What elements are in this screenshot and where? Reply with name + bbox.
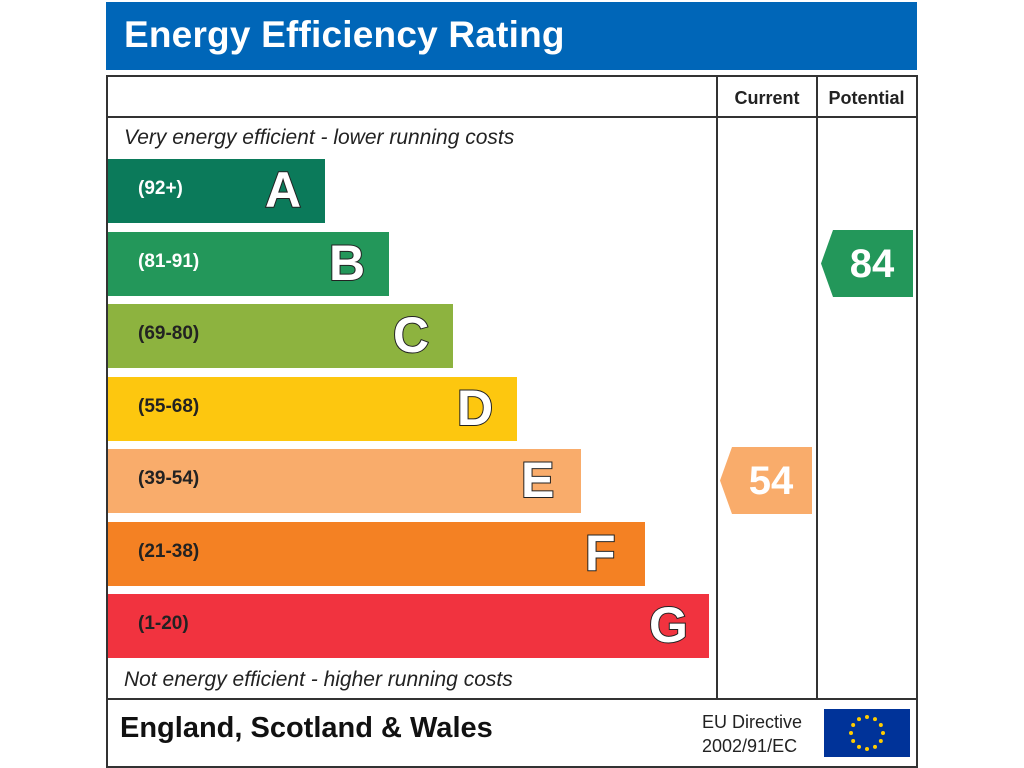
band-range: (92+) [138,178,183,199]
band-letter: G [648,596,689,654]
eu-directive-line2: 2002/91/EC [702,736,798,756]
band-g: (1-20) G [108,594,709,658]
current-rating-arrow: 54 [720,447,812,514]
chart-title: Energy Efficiency Rating [124,14,565,55]
band-range: (55-68) [138,395,200,417]
potential-rating-value: 84 [849,241,895,286]
band-d: (55-68) D [108,376,517,441]
eu-star-icon [878,739,883,743]
eu-star-icon [857,744,861,749]
current-rating-value: 54 [748,459,794,503]
eu-flag-icon [824,709,910,757]
potential-rating-arrow: 84 [821,229,913,297]
eu-stars [849,715,885,751]
eu-star-icon [851,723,856,727]
column-divider-potential [816,75,818,700]
eu-star-icon [873,744,877,749]
header-divider [106,116,916,118]
eu-directive-line1: EU Directive [702,712,803,732]
band-range: (81-91) [138,250,200,272]
bottom-caption: Not energy efficient - higher running co… [124,668,513,691]
title-bar: Energy Efficiency Rating [106,2,917,70]
band-letter: C [392,306,430,364]
band-range: (39-54) [138,468,200,489]
band-range: (69-80) [138,323,200,344]
eu-star-icon [878,723,883,727]
band-f: (21-38) F [108,521,645,586]
band-e: (39-54) E [108,449,581,513]
column-header-current: Current [734,88,800,108]
eu-star-icon [881,731,885,735]
eu-directive: EU Directive 2002/91/EC [702,710,802,758]
eu-star-icon [873,717,877,722]
eu-star-icon [857,717,861,722]
current-arrow-shape [720,447,812,514]
top-caption: Very energy efficient - lower running co… [124,126,515,149]
band-letter: B [328,234,366,292]
column-header-potential: Potential [828,88,905,108]
eu-star-icon [865,747,869,751]
eu-star-icon [849,731,853,735]
band-a: (92+) A [108,159,325,223]
band-range: (1-20) [138,613,189,634]
potential-arrow-shape [821,229,913,297]
band-letter: A [264,161,302,219]
band-b: (81-91) B [108,231,389,296]
band-range: (21-38) [138,540,200,562]
band-letter: F [584,524,617,582]
eu-star-icon [851,739,856,743]
region-label: England, Scotland & Wales [120,712,493,744]
band-letter: E [520,451,555,509]
column-divider-current [716,75,718,700]
chart-frame [106,75,918,768]
eu-star-icon [865,715,869,719]
band-letter: D [456,379,494,437]
band-c: (69-80) C [108,304,453,368]
footer-divider [106,698,916,700]
